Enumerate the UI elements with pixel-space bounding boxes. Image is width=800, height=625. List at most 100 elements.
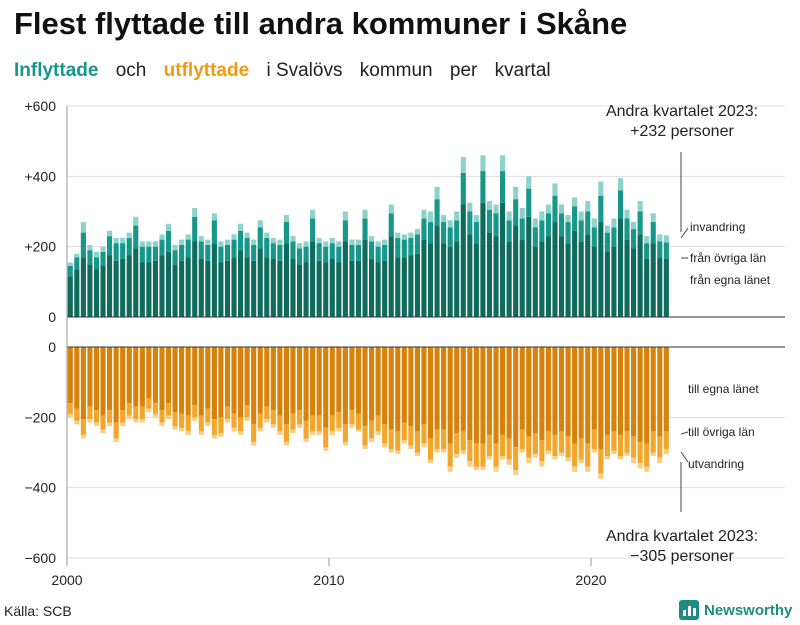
bar-emigration	[303, 438, 309, 442]
bar-out-other-counties	[513, 447, 519, 471]
bar-out-other-counties	[657, 436, 663, 458]
bar-immigration	[519, 207, 525, 219]
bar-in-other-counties	[133, 225, 139, 249]
bar-in-other-counties	[224, 244, 231, 261]
bar-in-other-counties	[513, 199, 519, 226]
bar-in-own-county	[152, 260, 158, 317]
bar-out-other-counties	[146, 397, 152, 409]
bar-out-own-county	[316, 347, 322, 416]
bar-in-other-counties	[146, 246, 152, 263]
bar-out-other-counties	[93, 410, 100, 423]
bar-in-other-counties	[552, 195, 558, 223]
bar-out-other-counties	[500, 434, 506, 457]
bar-in-own-county	[395, 257, 401, 317]
y-tick-label: −600	[24, 550, 56, 566]
bar-out-other-counties	[644, 443, 650, 467]
bar-in-own-county	[211, 243, 217, 317]
chart-subtitle: Inflyttade och utflyttade i Svalövs komm…	[14, 60, 563, 82]
bar-emigration	[224, 419, 231, 423]
bar-out-own-county	[198, 347, 204, 416]
y-tick-label: +400	[24, 168, 56, 184]
bar-out-other-counties	[526, 436, 532, 458]
bar-in-own-county	[480, 202, 486, 317]
annotation-out-line2: −305 personer	[630, 548, 734, 565]
bar-out-own-county	[644, 347, 650, 444]
bar-out-own-county	[545, 347, 551, 432]
bar-immigration	[493, 204, 499, 214]
bar-immigration	[87, 244, 93, 251]
bar-in-own-county	[349, 260, 355, 317]
bar-in-other-counties	[179, 244, 185, 261]
bar-out-own-county	[663, 347, 669, 432]
bar-in-other-counties	[395, 237, 401, 258]
bar-in-other-counties	[257, 227, 263, 249]
bar-emigration	[205, 422, 211, 427]
bar-immigration	[454, 211, 460, 221]
bar-in-other-counties	[591, 227, 597, 247]
bar-emigration	[473, 466, 479, 471]
bar-emigration	[644, 466, 650, 472]
bar-out-own-county	[224, 347, 231, 407]
bar-in-other-counties	[126, 237, 132, 256]
bar-out-own-county	[139, 347, 145, 407]
bar-immigration	[152, 241, 158, 247]
subtitle-rest-3: per	[449, 60, 478, 81]
bar-in-own-county	[369, 258, 375, 317]
bar-in-other-counties	[480, 171, 486, 203]
bar-out-other-counties	[303, 420, 309, 439]
bar-out-own-county	[211, 347, 217, 420]
bar-emigration	[388, 448, 394, 453]
bar-immigration	[539, 211, 545, 221]
bar-out-other-counties	[460, 431, 466, 451]
bar-out-own-county	[113, 347, 119, 423]
bar-in-other-counties	[185, 239, 191, 258]
bar-out-other-counties	[257, 413, 263, 428]
legend-in-label: invandring	[690, 220, 745, 234]
bar-out-other-counties	[585, 443, 591, 467]
bar-emigration	[558, 452, 565, 457]
bar-in-other-counties	[500, 171, 506, 203]
bar-in-own-county	[382, 260, 388, 317]
grid-lines	[67, 105, 785, 559]
bar-emigration	[585, 466, 591, 472]
bar-immigration	[545, 204, 551, 214]
bar-emigration	[218, 433, 224, 437]
bar-out-other-counties	[545, 431, 551, 451]
bar-out-other-counties	[493, 443, 499, 467]
bar-in-own-county	[506, 241, 512, 317]
bar-immigration	[80, 222, 86, 233]
bar-in-own-county	[342, 241, 348, 317]
bar-immigration	[447, 220, 453, 228]
bar-out-own-county	[572, 347, 578, 444]
bar-out-own-county	[427, 347, 434, 439]
bar-in-other-counties	[545, 213, 551, 237]
bar-immigration	[120, 237, 126, 244]
bar-immigration	[558, 204, 565, 214]
bar-out-own-county	[74, 347, 80, 409]
bar-emigration	[185, 431, 191, 435]
bar-emigration	[591, 448, 597, 453]
bar-immigration	[179, 239, 185, 245]
bar-in-own-county	[67, 276, 73, 317]
bar-out-other-counties	[179, 413, 185, 428]
bar-in-other-counties	[362, 218, 368, 240]
bar-emigration	[578, 459, 584, 464]
bar-emigration	[74, 420, 80, 425]
bar-in-own-county	[598, 222, 604, 317]
bar-immigration	[113, 237, 119, 244]
bar-in-other-counties	[336, 246, 342, 263]
bar-out-other-counties	[74, 408, 80, 421]
bar-emigration	[552, 456, 558, 460]
bar-immigration	[303, 241, 309, 247]
bar-emigration	[290, 429, 296, 434]
bar-emigration	[414, 452, 420, 457]
bar-in-other-counties	[532, 227, 538, 247]
annotation-in-line1: Andra kvartalet 2023:	[606, 103, 758, 120]
bar-in-other-counties	[617, 190, 624, 219]
bar-out-own-county	[329, 347, 335, 416]
bar-immigration	[172, 244, 178, 251]
bar-out-own-county	[617, 347, 624, 435]
bar-out-own-county	[80, 347, 86, 420]
bar-emigration	[231, 427, 237, 432]
bar-in-other-counties	[211, 220, 217, 244]
